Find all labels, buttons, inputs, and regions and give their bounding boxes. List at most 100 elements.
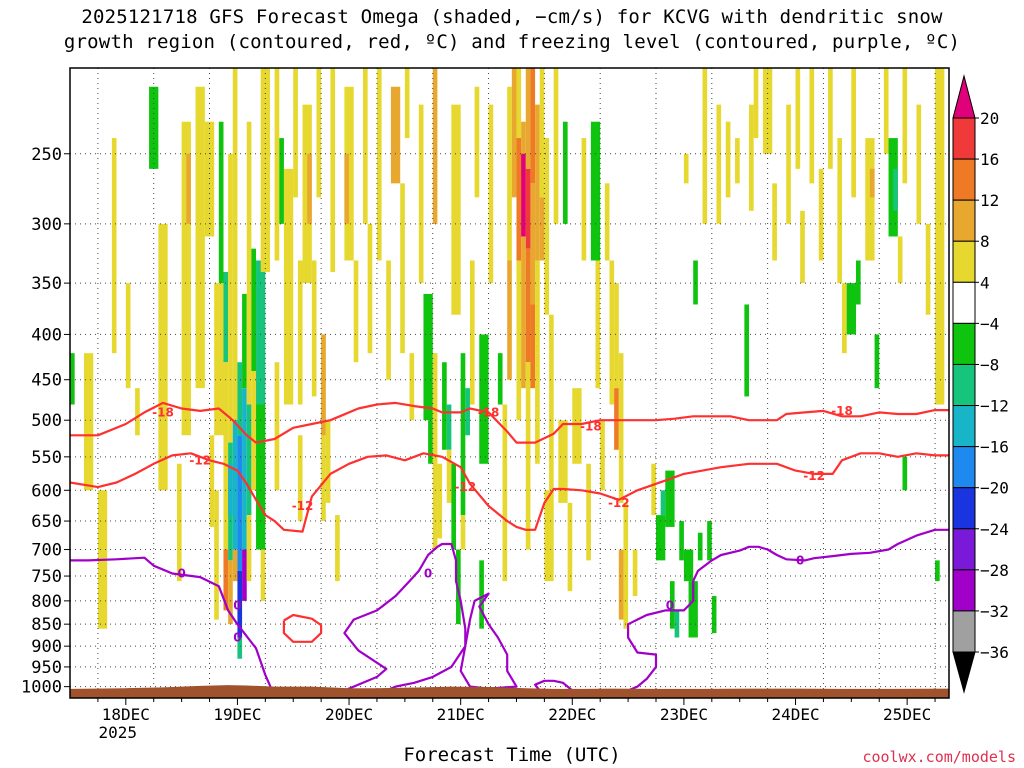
contour-label: -18 [831,404,853,418]
omega-cell [111,138,117,354]
omega-cell [614,388,619,450]
omega-cell [404,68,410,139]
colorbar-label: −12 [980,397,1009,416]
omega-cell [572,388,582,464]
colorbar-swatch [952,199,976,242]
y-tick-label: 450 [31,371,62,391]
omega-cell [367,223,373,354]
omega-cell [256,404,266,550]
contour-label: 0 [233,631,241,645]
colorbar-swatch [952,322,976,365]
contour-label: -18 [152,405,174,419]
contour-label: -12 [608,496,630,510]
omega-cell [460,353,466,516]
omega-cell [683,549,694,582]
x-tick-label: 20DEC [325,705,373,724]
contour-line [627,528,949,692]
plot-frame [69,67,950,699]
contour-line [70,556,276,697]
y-tick-label: 900 [31,637,62,657]
omega-cell [316,68,322,198]
omega-cell [679,521,684,561]
colorbar-swatch [952,528,976,571]
omega-cell [683,153,689,184]
omega-cell [530,304,536,389]
omega-cell [600,420,605,491]
omega-cell [181,121,191,436]
omega-cell [307,153,312,224]
omega-cell [400,183,405,354]
omega-cell [228,153,233,443]
omega-cell [609,260,615,405]
contour-label: 0 [796,553,804,567]
x-tick-label: 21DEC [437,705,485,724]
omega-cell [409,353,415,421]
omega-cell [614,283,619,389]
y-tick-label: 550 [31,448,62,468]
omega-cell [125,283,131,389]
omega-cell [869,168,875,198]
omega-cell [623,502,629,629]
colorbar-label: −28 [980,561,1009,580]
omega-cell [256,260,266,405]
omega-cell [321,334,326,436]
omega-cell [716,104,722,224]
omega-cell [228,560,233,625]
omega-cell [479,560,484,629]
omega-cell [418,104,424,284]
omega-cell [70,353,75,405]
omega-cell [344,153,350,224]
omega-cell [693,260,698,305]
contour-line [534,679,574,692]
contour-label: 0 [233,599,241,613]
omega-cell [479,334,489,464]
contour-line [282,613,323,643]
contour-label: -12 [292,499,314,513]
omega-cell [558,420,568,503]
omega-cell [451,104,461,315]
omega-cell [451,463,457,550]
x-tick-label: 22DEC [548,705,596,724]
omega-cell [293,68,298,198]
omega-cell [507,86,512,261]
colorbar-label: 4 [980,273,990,292]
omega-cell [507,260,512,380]
omega-cell [883,68,889,154]
omega-cell [158,223,168,491]
colorbar-label: −32 [980,602,1009,621]
y-tick-label: 700 [31,541,62,561]
y-tick-label: 850 [31,615,62,635]
colorbar-label: −20 [980,479,1009,498]
omega-cell [711,596,717,634]
omega-cell [237,570,243,638]
chart-title-line1: 2025121718 GFS Forecast Omega (shaded, −… [81,6,943,28]
colorbar-swatch [952,610,976,653]
omega-cell [902,456,908,491]
y-tick-label: 300 [31,215,62,235]
contours: -18 -18 -18 -18 -12 -12 -12 -12 -12 0 0 0 0 0 0 [70,401,949,697]
omega-cell [232,68,238,421]
colorbar-label: −4 [980,314,999,333]
x-tick-label: 19DEC [213,705,261,724]
omega-cell [902,68,908,184]
site-credit: coolwx.com/models [862,748,1016,766]
omega-cell [674,610,680,638]
omega-cell [376,68,382,261]
omega-cell [363,68,368,224]
terrain [70,685,949,698]
omega-cell [204,121,215,237]
x-axis-title: Forecast Time (UTC) [403,744,621,766]
omega-cell [223,362,229,582]
omega-cell [274,68,280,261]
omega-cell [242,388,247,550]
omega-cell [762,68,773,154]
omega-cell [242,293,247,389]
omega-cell [786,104,791,224]
omega-cell [618,549,624,620]
omega-cell [223,549,229,611]
omega-cell [842,283,847,354]
omega-cell [469,260,475,405]
omega-cell [604,183,610,261]
y-tick-label: 350 [31,274,62,294]
